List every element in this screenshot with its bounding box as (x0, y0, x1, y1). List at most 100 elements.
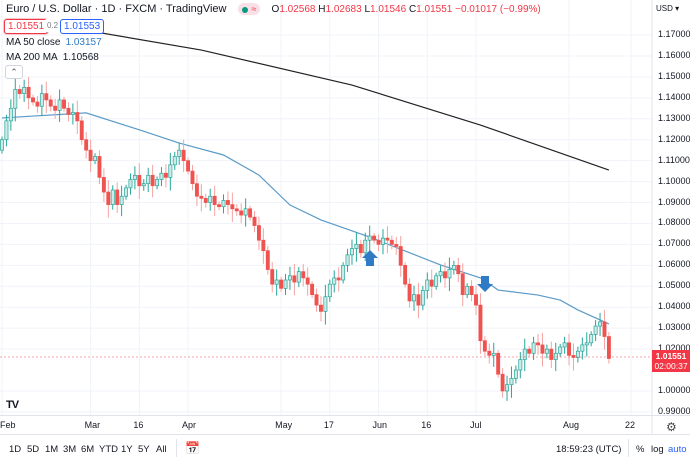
range-3m[interactable]: 3M (63, 444, 77, 455)
candle (190, 165, 195, 191)
candle-body (194, 183, 199, 197)
candle (319, 296, 323, 322)
candle (305, 267, 310, 296)
candle-body (70, 112, 75, 115)
market-status-badge[interactable]: ≈ (237, 3, 261, 16)
candle (301, 264, 306, 287)
range-1d[interactable]: 1D (9, 444, 22, 455)
candle (593, 319, 598, 342)
candle-body (301, 271, 306, 279)
go-to-date-calendar-icon[interactable]: 📅 (185, 441, 200, 455)
candle-body (79, 120, 84, 141)
currency-selector[interactable]: USD ▾ (656, 4, 680, 13)
range-5d[interactable]: 5D (27, 444, 40, 455)
candle (398, 236, 403, 277)
candle (48, 95, 53, 112)
buy-button[interactable]: 1.01553 (60, 19, 105, 34)
candle (181, 139, 186, 173)
candle (283, 273, 288, 296)
candle-body (8, 107, 13, 122)
candle (478, 293, 483, 354)
range-6m[interactable]: 6M (81, 444, 95, 455)
candle-body (527, 348, 532, 354)
time-tick: Jul (470, 420, 482, 430)
candle-body (168, 164, 173, 178)
candle-body (13, 89, 18, 109)
ma200-legend[interactable]: MA 200 MA 1.10568 (6, 52, 99, 63)
candle (341, 262, 346, 284)
settings-gear-icon[interactable]: ⚙ (666, 420, 677, 434)
range-1m[interactable]: 1M (45, 444, 59, 455)
candle-body (225, 200, 230, 205)
ma200-path (72, 27, 610, 171)
candle (544, 344, 549, 359)
candle (580, 337, 585, 360)
candle-body (482, 340, 487, 352)
candle-body (434, 275, 439, 287)
candle (70, 103, 75, 125)
collapse-legend-button[interactable]: ⌃ (5, 65, 23, 79)
candle (496, 350, 501, 378)
log-toggle[interactable]: log (651, 444, 664, 455)
candle-body (363, 239, 368, 254)
candle (606, 331, 611, 364)
price-tick: 1.14000 (658, 91, 690, 102)
candle (575, 346, 580, 363)
candle (288, 266, 292, 290)
candle (0, 136, 4, 154)
price-tick: 1.02000 (658, 343, 690, 354)
candle-body (53, 105, 58, 111)
candle-body (589, 334, 594, 344)
range-1y[interactable]: 1Y (121, 444, 133, 455)
candle (527, 345, 532, 357)
candle-body (487, 350, 492, 356)
price-tick: 1.13000 (658, 112, 690, 123)
range-all[interactable]: All (156, 444, 167, 455)
candle (443, 262, 447, 288)
candle (217, 201, 222, 211)
candle (513, 365, 518, 384)
toolbar-divider (628, 439, 629, 457)
price-tick: 1.06000 (658, 259, 690, 270)
auto-toggle[interactable]: auto (668, 444, 687, 455)
range-5y[interactable]: 5Y (138, 444, 150, 455)
candle-body (460, 273, 465, 296)
candle-body (412, 294, 416, 302)
tradingview-logo[interactable]: TV (6, 399, 19, 411)
candle (500, 368, 505, 398)
candle (35, 95, 40, 113)
candle (4, 114, 9, 147)
candle-body (186, 160, 191, 172)
candle (403, 262, 408, 288)
candle (172, 151, 177, 170)
candle-body (252, 216, 257, 226)
candle (420, 285, 425, 311)
range-ytd[interactable]: YTD (99, 444, 118, 455)
candle (553, 342, 558, 372)
candle-body (155, 179, 159, 187)
candle-body (598, 321, 603, 327)
candle-body (146, 174, 151, 185)
ma50-legend[interactable]: MA 50 close 1.03157 (6, 37, 102, 48)
time-axis[interactable]: Feb Mar 16 Apr May 17 Jun 16 Jul Aug 22 (0, 415, 690, 435)
candle-body (159, 172, 164, 180)
candle (451, 260, 456, 275)
sell-button[interactable]: 1.01551 (4, 19, 49, 34)
candle (106, 180, 111, 218)
time-tick: Feb (0, 420, 16, 430)
candle-body (106, 191, 111, 205)
percent-toggle[interactable]: % (636, 444, 645, 455)
candle (540, 332, 545, 367)
candle (88, 139, 93, 173)
price-tick: 1.08000 (658, 217, 690, 228)
candle (407, 278, 412, 308)
spread-value: 0.2 (44, 19, 62, 32)
clock-time[interactable]: 18:59:23 (UTC) (556, 444, 622, 455)
candle-body (248, 208, 253, 218)
candle-body (491, 352, 496, 356)
candle-body (190, 170, 195, 185)
candle-body (172, 156, 177, 166)
candle-body (571, 355, 576, 358)
symbol-title[interactable]: Euro / U.S. Dollar · 1D · FXCM · Trading… (6, 3, 227, 15)
